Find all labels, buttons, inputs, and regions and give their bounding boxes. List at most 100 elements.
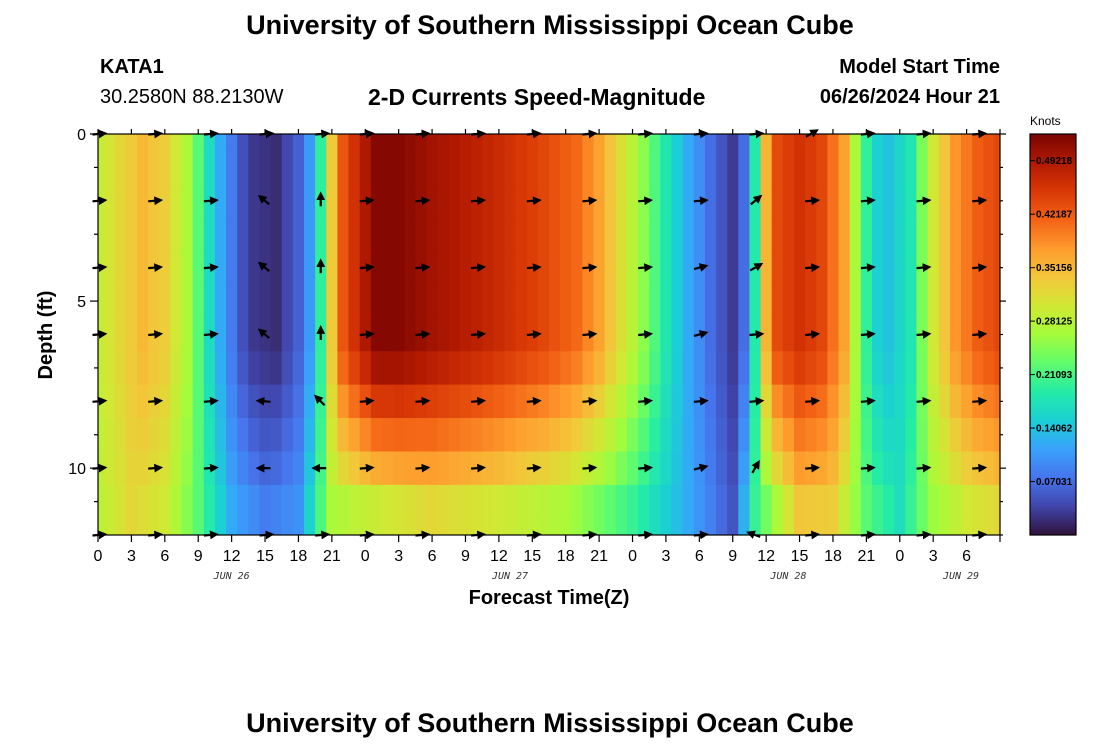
heatmap-cell	[381, 317, 394, 352]
heatmap-cell	[136, 134, 149, 152]
heatmap-cell	[337, 518, 350, 535]
heatmap-cell	[515, 418, 528, 453]
heatmap-cell	[281, 484, 294, 519]
heatmap-cell	[549, 150, 561, 185]
heatmap-cell	[793, 518, 806, 535]
current-vector	[415, 463, 431, 473]
x-tick-label: 9	[728, 548, 737, 565]
heatmap-cell	[883, 484, 895, 519]
heatmap-cell	[560, 150, 572, 185]
heatmap-cell	[549, 184, 561, 219]
current-vector	[751, 459, 760, 474]
heatmap-cell	[961, 134, 973, 152]
heatmap-cell	[671, 284, 684, 319]
heatmap-cell	[448, 451, 461, 486]
heatmap-cell	[983, 134, 996, 152]
heatmap-cell	[838, 134, 851, 152]
heatmap-cell	[526, 484, 539, 519]
heatmap-cell	[404, 150, 416, 185]
heatmap-cell	[883, 150, 895, 185]
heatmap-cell	[214, 451, 227, 486]
heatmap-cell	[103, 284, 116, 319]
current-vector	[471, 463, 487, 473]
heatmap-cell	[471, 284, 483, 319]
heatmap-cell	[571, 150, 584, 185]
heatmap-cell	[983, 351, 996, 386]
heatmap-cell	[560, 134, 572, 152]
heatmap-cell	[348, 518, 361, 535]
heatmap-cell	[226, 484, 238, 519]
heatmap-cell	[448, 217, 461, 252]
heatmap-cell	[248, 484, 261, 519]
heatmap-cell	[393, 250, 405, 285]
heatmap-cell	[749, 150, 762, 185]
heatmap-cell	[593, 484, 606, 519]
heatmap-cell	[760, 351, 773, 386]
heatmap-cell	[136, 351, 149, 386]
heatmap-cell	[203, 217, 216, 252]
heatmap-cell	[760, 484, 773, 519]
heatmap-cell	[883, 250, 895, 285]
heatmap-cell	[203, 284, 216, 319]
heatmap-cell	[693, 484, 706, 519]
heatmap-cell	[749, 351, 762, 386]
heatmap-cell	[905, 484, 918, 519]
heatmap-cell	[727, 284, 739, 319]
heatmap-cell	[448, 317, 461, 352]
heatmap-cell	[638, 284, 650, 319]
heatmap-cell	[716, 250, 728, 285]
heatmap-cell	[404, 184, 416, 219]
heatmap-cell	[214, 250, 227, 285]
x-tick-label: 9	[194, 548, 203, 565]
heatmap-cell	[192, 484, 205, 519]
heatmap-cell	[626, 284, 639, 319]
heatmap-cell	[315, 518, 327, 535]
heatmap-cell	[749, 518, 762, 535]
heatmap-cell	[181, 418, 194, 453]
heatmap-cell	[805, 518, 817, 535]
heatmap-cell	[192, 384, 205, 419]
heatmap-cell	[905, 451, 918, 486]
heatmap-cell	[98, 134, 105, 152]
x-tick-label: 15	[791, 548, 809, 565]
current-vector	[916, 129, 932, 139]
heatmap-cell	[916, 518, 929, 535]
heatmap-cell	[437, 518, 450, 535]
heatmap-cell	[649, 418, 661, 453]
heatmap-cell	[638, 134, 650, 152]
heatmap-cell	[682, 184, 695, 219]
heatmap-cell	[248, 451, 261, 486]
heatmap-cell	[359, 134, 372, 152]
heatmap-cell	[448, 250, 461, 285]
heatmap-cell	[304, 484, 316, 519]
current-vector	[638, 196, 654, 206]
heatmap-cell	[259, 134, 272, 152]
heatmap-cell	[827, 351, 840, 386]
heatmap-cell	[927, 351, 940, 386]
heatmap-cell	[136, 150, 149, 185]
heatmap-cell	[159, 384, 171, 419]
heatmap-cell	[816, 284, 828, 319]
heatmap-cell	[716, 284, 728, 319]
heatmap-cell	[471, 134, 483, 152]
heatmap-cell	[916, 217, 929, 252]
heatmap-cell	[560, 451, 572, 486]
heatmap-cell	[381, 418, 394, 453]
heatmap-cell	[704, 451, 717, 486]
heatmap-cell	[549, 518, 561, 535]
heatmap-cell	[994, 134, 1000, 152]
heatmap-cell	[938, 484, 951, 519]
current-vector	[148, 396, 164, 406]
heatmap-cell	[682, 217, 695, 252]
heatmap-cell	[827, 418, 840, 453]
heatmap-cell	[894, 451, 906, 486]
heatmap-cell	[671, 518, 684, 535]
heatmap-cell	[148, 518, 160, 535]
heatmap-cell	[537, 217, 550, 252]
heatmap-cell	[626, 134, 639, 152]
heatmap-cell	[582, 484, 595, 519]
heatmap-cell	[393, 284, 405, 319]
heatmap-cell	[404, 418, 416, 453]
heatmap-cell	[415, 284, 428, 319]
heatmap-cell	[159, 184, 171, 219]
